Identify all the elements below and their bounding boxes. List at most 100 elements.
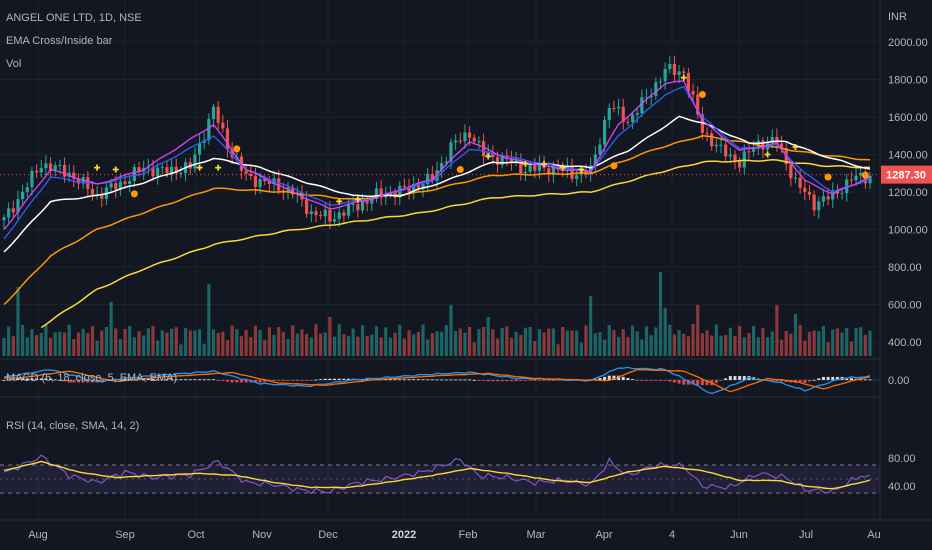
volume-bar [733,335,737,356]
candle-body [700,114,704,133]
volume-bar [407,330,411,356]
candle-body [533,165,537,171]
macd-hist-bar [691,380,695,385]
candle-body [793,177,798,179]
candle-body [817,201,821,211]
candle-body [463,132,467,142]
macd-hist-bar [416,379,420,381]
volume-bar [281,331,285,356]
volume-legend[interactable]: Vol [6,58,21,70]
volume-bar [104,326,109,356]
candle-body [62,164,67,177]
candle-body [258,179,262,187]
macd-hist-bar [86,380,90,383]
volume-bar [821,325,826,356]
macd-legend[interactable]: MACD (6, 18, close, 5, EMA, EMA) [6,372,177,384]
volume-bar [589,296,593,356]
symbol-title[interactable]: ANGEL ONE LTD, 1D, NSE [6,12,142,24]
volume-bar [323,332,327,356]
volume-bar [579,342,583,356]
macd-hist-bar [533,380,537,381]
volume-bar [561,326,565,356]
volume-bar [211,329,216,356]
volume-bar [72,339,76,356]
time-tick-label: Sep [115,529,135,541]
candle-body [244,170,248,174]
macd-hist-bar [668,380,672,382]
macd-hist-bar [212,379,216,381]
volume-bar [449,305,453,356]
macd-hist-bar [76,380,80,383]
volume-bar [761,328,765,356]
candle-body [314,211,318,216]
candle-body [798,177,802,188]
volume-bar [128,325,132,356]
macd-hist-bar [780,380,784,382]
volume-bar [48,337,53,356]
candle-body [514,160,518,163]
rsi-tick-label: 80.00 [888,453,916,465]
candle-body [16,199,20,213]
volume-bar [216,332,220,356]
volume-bar [16,287,20,356]
volume-bar [738,325,742,356]
macd-hist-bar [11,379,15,381]
grid-lines [0,0,880,520]
price-tick-label: 600.00 [888,300,922,312]
volume-bar [756,337,760,356]
volume-bar [700,333,704,356]
volume-bar [170,328,174,356]
volume-bar [244,330,248,356]
volume-bar [472,342,476,356]
time-tick-label: Au [867,529,880,541]
rsi-legend[interactable]: RSI (14, close, SMA, 14, 2) [6,420,139,432]
macd-hist-bar [384,379,388,381]
time-tick-label: Aug [28,529,48,541]
candle-body [495,156,500,165]
ema-cross-dot [610,162,618,170]
macd-hist-bar [402,379,406,381]
volume-bar [309,337,313,356]
indicator-legend[interactable]: EMA Cross/Inside bar [6,35,113,47]
macd-hist-bar [663,380,667,381]
volume-bar [747,332,751,356]
macd-hist-bar [812,379,816,381]
volume-bar [724,334,728,356]
candle-body [48,163,53,171]
candle-body [53,165,57,171]
macd-hist-bar [649,380,653,381]
volume-bar [621,328,625,356]
volume-bar [500,327,504,356]
volume-bar [156,340,160,356]
candle-body [25,187,29,192]
candle-body [724,144,728,157]
macd-hist-bar [831,376,835,380]
volume-bar [230,325,234,356]
inside-bar-cross [112,166,119,173]
candle-body [733,154,737,162]
macd-hist-bar [826,376,830,380]
volume-bar [197,329,202,356]
volume-bar [593,333,597,356]
price-tick-label: 2000.00 [888,37,928,49]
candle-body [402,185,407,187]
candle-body [519,160,523,174]
ema-cross-dot [698,91,706,98]
macd-hist-bar [216,380,220,381]
volume-bar [165,332,169,356]
candle-body [672,63,677,75]
volume-bar [714,324,718,356]
macd-hist-bar [705,380,709,386]
price-tick-label: 800.00 [888,262,922,274]
macd-hist-bar [170,379,174,381]
last-price-text: 1287.30 [886,170,926,182]
time-tick-label: 4 [669,529,675,541]
candle-body [319,215,323,217]
inside-bar-cross [485,153,492,160]
macd-hist-bar [244,380,248,383]
inside-bar-cross [578,166,585,173]
candle-body [440,163,444,171]
candle-body [114,183,118,190]
inside-bar-cross [680,74,687,81]
